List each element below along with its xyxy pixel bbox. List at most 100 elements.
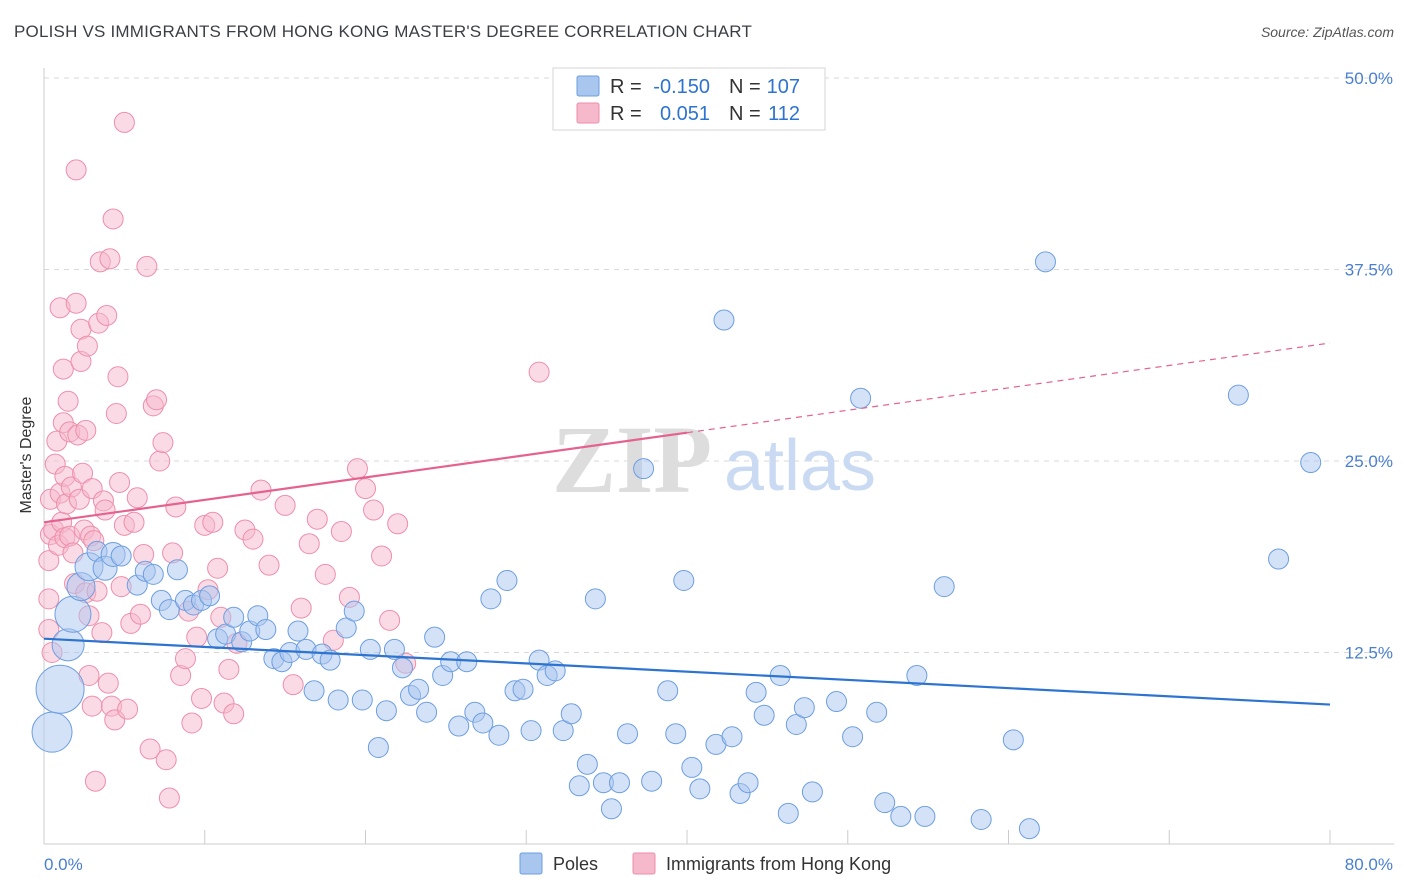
- poles-point: [641, 770, 663, 792]
- hong-kong-point: [75, 419, 97, 441]
- hong-kong-point: [258, 554, 280, 576]
- x-tick-label: 0.0%: [44, 855, 83, 874]
- poles-point: [383, 638, 405, 660]
- hong-kong-point: [52, 358, 74, 380]
- trend-lines: [43, 342, 1331, 706]
- poles-point: [753, 704, 775, 726]
- legend-bottom-label-hong-kong: Immigrants from Hong Kong: [666, 854, 891, 874]
- x-tick-label: 80.0%: [1345, 855, 1393, 874]
- hong-kong-point: [298, 533, 320, 555]
- legend-top-swatch-pink: [576, 102, 600, 124]
- hong-kong-point: [207, 557, 229, 579]
- hong-kong-point: [314, 563, 336, 585]
- chart-source: Source: ZipAtlas.com: [1260, 24, 1394, 40]
- poles-point: [617, 723, 639, 745]
- hong-kong-point: [165, 496, 187, 518]
- legend-bottom-swatch-pink: [632, 852, 656, 875]
- hong-kong-point: [158, 787, 180, 809]
- poles-point: [327, 689, 349, 711]
- poles-point: [1002, 729, 1024, 751]
- hong-kong-point: [355, 478, 376, 500]
- legend-top-n-value-2: 112: [768, 103, 800, 125]
- poles-point: [600, 798, 622, 820]
- poles-point: [633, 458, 655, 480]
- legend-top-r-label-2: R =: [610, 103, 642, 125]
- poles-point: [343, 600, 365, 622]
- poles-point: [142, 563, 164, 585]
- poles-point: [568, 775, 590, 797]
- poles-point: [970, 808, 992, 830]
- legend-top-n-label-1: N =: [729, 76, 761, 98]
- poles-point: [576, 753, 598, 775]
- poles-point: [1034, 251, 1056, 273]
- hong-kong-point: [242, 528, 264, 550]
- poles-trend-line: [43, 637, 1331, 706]
- hong-kong-point: [346, 458, 368, 480]
- hong-kong-point: [155, 749, 177, 771]
- hong-kong-point: [379, 609, 401, 631]
- poles-point: [391, 657, 413, 679]
- poles-point: [1227, 384, 1249, 406]
- poles-point: [367, 736, 389, 758]
- hong-kong-point: [109, 471, 131, 493]
- poles-point: [801, 781, 823, 803]
- poles-point: [793, 697, 815, 719]
- poles-point: [480, 588, 502, 610]
- poles-point: [472, 712, 494, 734]
- legend-top-r-label-1: R =: [610, 76, 642, 98]
- hong-kong-point: [146, 389, 168, 411]
- hong-kong-point: [139, 738, 161, 760]
- poles-point: [681, 756, 703, 778]
- poles-point: [721, 726, 743, 748]
- hong-kong-trend-line: [43, 431, 688, 524]
- poles-point: [673, 569, 695, 591]
- poles-point: [351, 689, 373, 711]
- poles-point: [1018, 818, 1040, 840]
- hong-kong-point: [191, 687, 213, 709]
- poles-point: [520, 720, 542, 742]
- poles-point: [54, 595, 92, 633]
- poles-point: [51, 628, 85, 662]
- watermark-atlas: atlas: [724, 426, 876, 506]
- poles-point: [933, 576, 955, 598]
- hong-kong-point: [84, 770, 106, 792]
- poles-point: [31, 711, 73, 753]
- legend-bottom: Poles Immigrants from Hong Kong: [519, 852, 891, 875]
- legend-top-r-value-1: -0.150: [653, 76, 710, 98]
- poles-point: [375, 700, 397, 722]
- hong-kong-point: [91, 622, 113, 644]
- poles-point: [496, 569, 518, 591]
- hong-kong-point: [202, 511, 224, 533]
- poles-point: [874, 792, 896, 814]
- hong-kong-point: [152, 432, 174, 454]
- poles-point: [488, 724, 510, 746]
- hong-kong-point: [371, 545, 393, 567]
- poles-point: [777, 802, 799, 824]
- legend-top-swatch-blue: [576, 75, 600, 97]
- poles-point: [745, 681, 767, 703]
- poles-point: [166, 559, 188, 581]
- hong-kong-point: [117, 698, 139, 720]
- poles-point: [158, 599, 180, 621]
- poles-point: [866, 701, 888, 723]
- poles-point: [110, 545, 132, 567]
- hong-kong-point: [136, 255, 158, 277]
- poles-point: [512, 678, 534, 700]
- legend-bottom-label-poles: Poles: [553, 854, 598, 874]
- tick-labels: 12.5% 25.0% 37.5% 50.0% 0.0% 80.0%: [44, 69, 1393, 874]
- hong-kong-trend-line-extension: [686, 342, 1331, 434]
- poles-point: [713, 309, 735, 331]
- hong-kong-point: [274, 494, 296, 516]
- hong-kong-point: [282, 674, 304, 696]
- hong-kong-point: [123, 511, 145, 533]
- legend-bottom-swatch-blue: [519, 852, 543, 875]
- hong-kong-point: [38, 550, 60, 572]
- poles-point: [584, 588, 606, 610]
- watermark-zip: ZIP: [552, 406, 712, 513]
- hong-kong-point: [149, 450, 171, 472]
- hong-kong-point: [38, 588, 60, 610]
- grid: [44, 77, 1394, 653]
- poles-point: [552, 720, 574, 742]
- hong-kong-point: [223, 703, 245, 725]
- y-tick-label: 50.0%: [1345, 69, 1393, 88]
